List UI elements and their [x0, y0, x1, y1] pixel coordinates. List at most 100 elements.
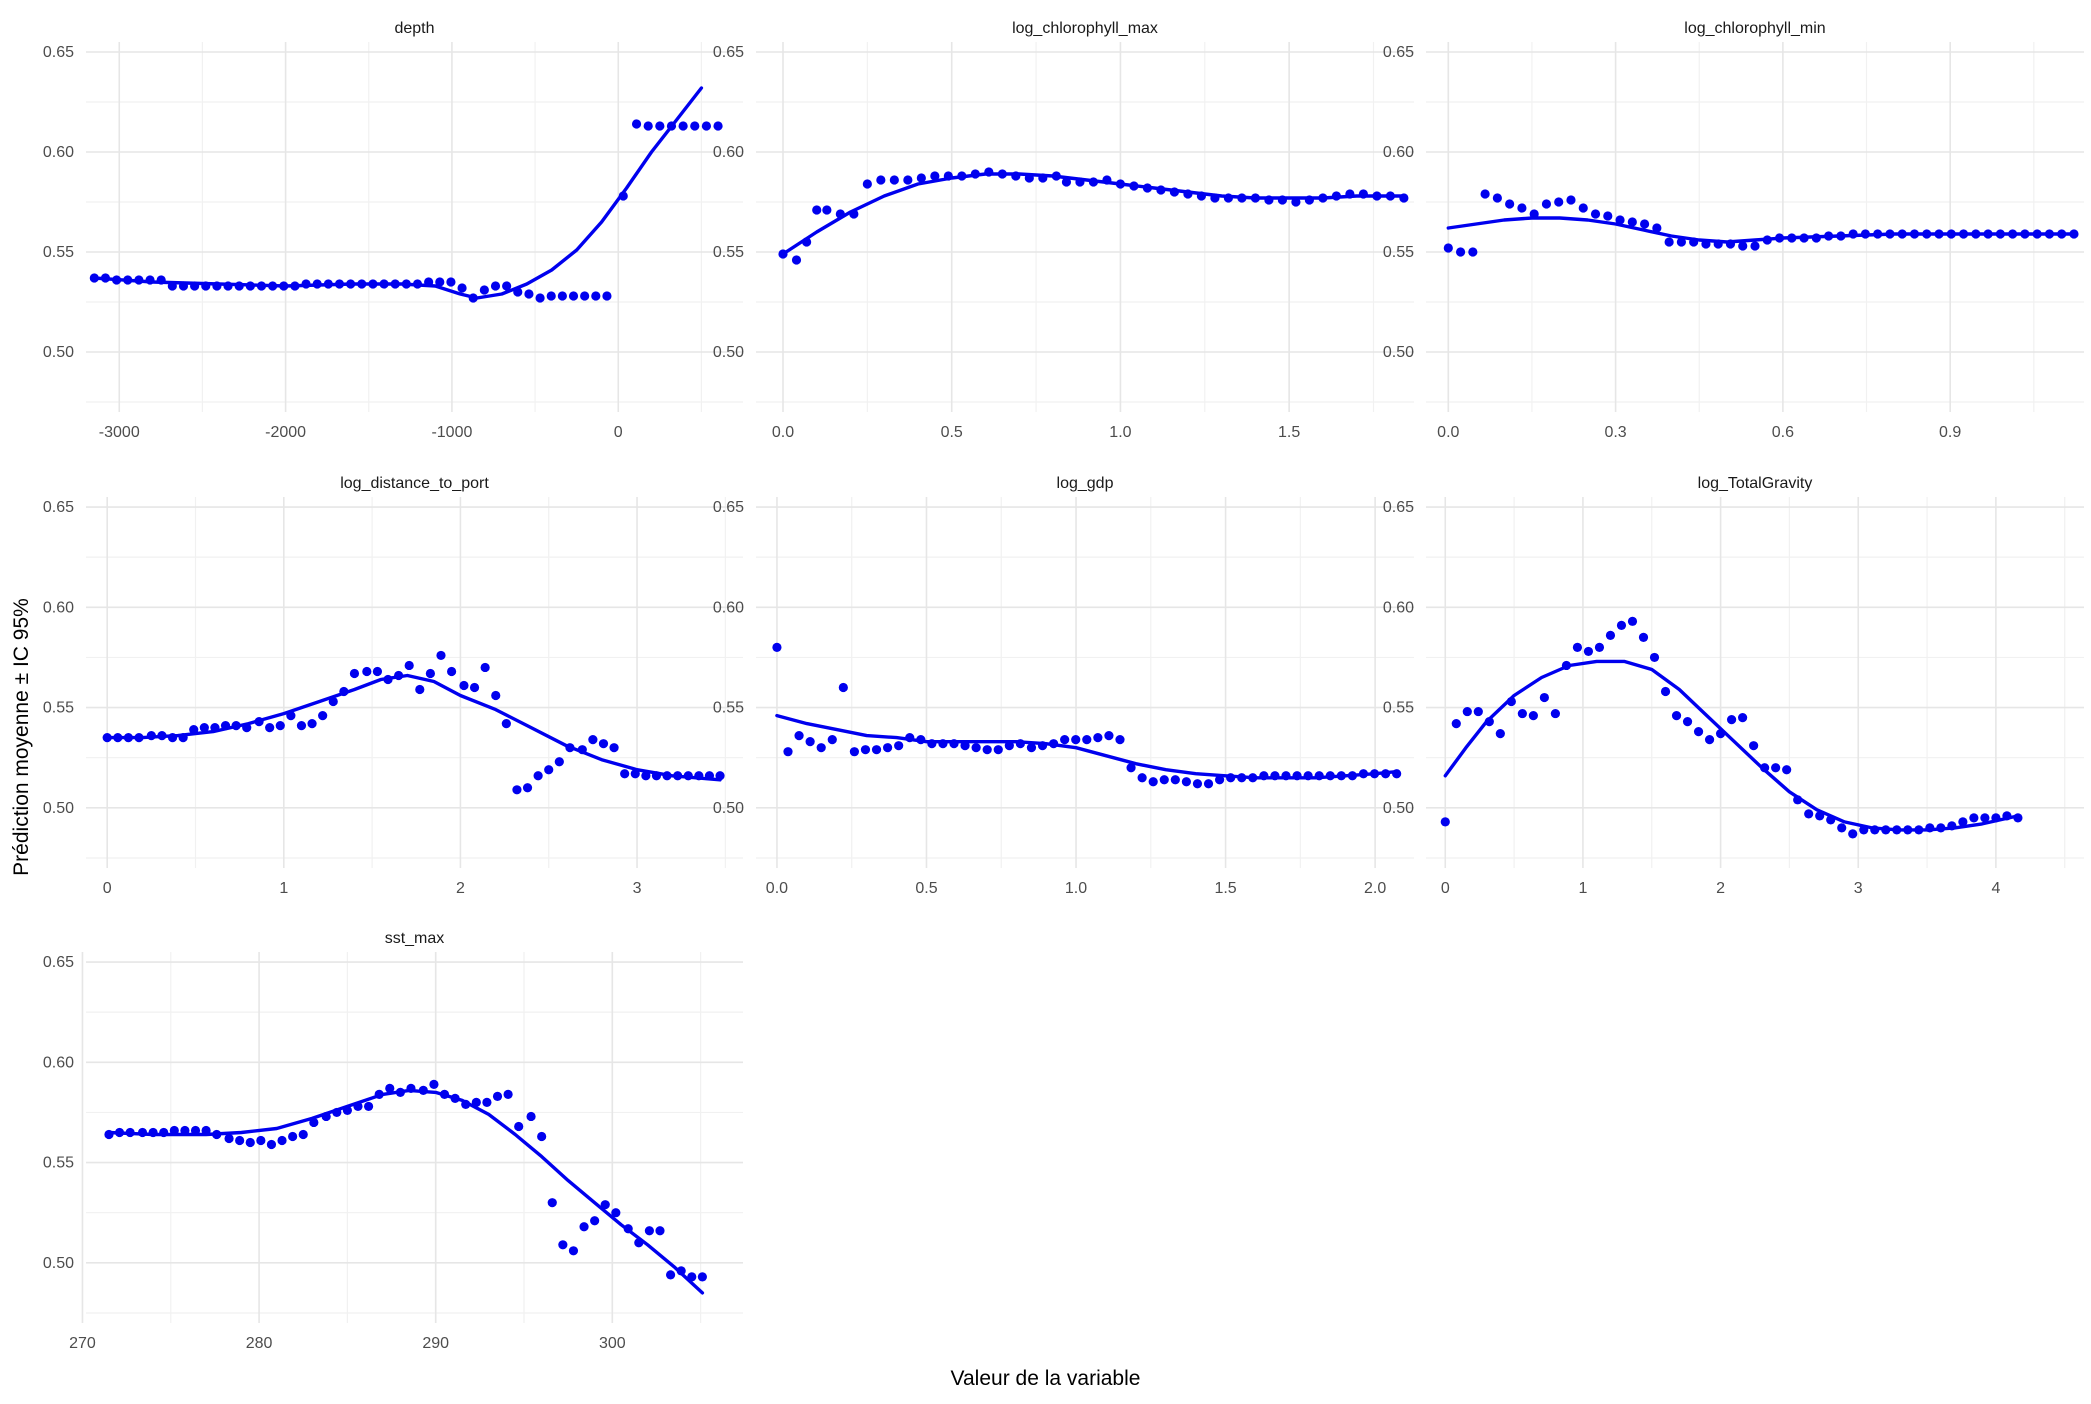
data-point	[930, 171, 940, 181]
data-point	[492, 1091, 503, 1101]
data-point	[1782, 765, 1792, 775]
data-point	[1492, 193, 1502, 203]
data-point	[1517, 708, 1527, 719]
data-point	[1170, 775, 1180, 785]
data-point	[655, 1226, 665, 1236]
x-tick-label: 280	[246, 1335, 273, 1352]
data-point	[1750, 241, 1760, 251]
data-point	[1554, 197, 1564, 207]
data-point	[655, 121, 665, 131]
data-point	[471, 1097, 481, 1108]
data-point	[1676, 237, 1686, 247]
panel-title: log_TotalGravity	[1698, 475, 1813, 492]
data-point	[537, 1131, 547, 1142]
data-point	[1638, 632, 1649, 642]
data-point	[372, 666, 383, 677]
smooth-curve	[107, 1088, 705, 1295]
data-point	[429, 1079, 439, 1089]
data-point	[644, 1226, 654, 1236]
y-tick-label: 0.65	[43, 44, 74, 61]
data-point	[1455, 247, 1466, 257]
data-point	[546, 291, 556, 301]
data-point	[1468, 247, 1478, 257]
x-tick-label: 0.5	[915, 880, 937, 897]
data-point	[265, 723, 275, 733]
y-tick-label: 0.60	[1383, 599, 1414, 616]
data-point	[415, 684, 425, 695]
y-axis-title: Prédiction moyenne ± IC 95%	[10, 598, 33, 876]
data-point	[1505, 199, 1515, 209]
data-point	[1693, 727, 1704, 737]
data-point	[1104, 731, 1114, 741]
data-point	[535, 293, 545, 303]
data-point	[1616, 620, 1627, 630]
data-point	[568, 1246, 579, 1256]
data-point	[772, 642, 782, 653]
data-point	[1958, 817, 1968, 827]
data-point	[1726, 715, 1737, 725]
data-point	[1061, 177, 1072, 187]
data-point	[1126, 763, 1136, 773]
panel-title: log_chlorophyll_max	[1012, 20, 1158, 37]
data-point	[235, 1135, 245, 1146]
data-point	[1203, 779, 1214, 789]
x-tick-label: 0.6	[1772, 424, 1794, 441]
data-point	[1082, 735, 1092, 745]
data-point	[514, 1121, 524, 1132]
data-point	[1473, 706, 1483, 717]
y-tick-label: 0.60	[713, 599, 744, 616]
y-tick-label: 0.50	[713, 344, 744, 361]
data-point	[1660, 686, 1671, 697]
data-point	[363, 1101, 374, 1112]
data-point	[1060, 735, 1070, 745]
data-point	[544, 765, 554, 775]
x-tick-label: -3000	[99, 424, 140, 441]
y-tick-label: 0.50	[43, 800, 74, 817]
x-tick-label: 270	[69, 1335, 96, 1352]
smooth-curve	[92, 86, 704, 300]
data-point	[620, 769, 630, 779]
data-point	[1652, 223, 1662, 233]
data-point	[526, 1111, 536, 1122]
data-point	[1594, 642, 1605, 653]
data-point	[791, 255, 802, 265]
y-tick-label: 0.60	[1383, 144, 1414, 161]
data-point	[822, 205, 832, 215]
data-point	[469, 682, 480, 693]
data-point	[256, 1135, 266, 1146]
data-point	[816, 743, 826, 753]
y-tick-label: 0.50	[1383, 800, 1414, 817]
data-point	[862, 179, 872, 189]
data-point	[288, 1131, 298, 1142]
data-point	[602, 291, 612, 301]
y-tick-label: 0.55	[713, 700, 744, 717]
data-point	[1664, 237, 1674, 247]
y-tick-label: 0.65	[1383, 44, 1414, 61]
data-point	[245, 1137, 255, 1148]
data-point	[838, 682, 848, 693]
x-tick-label: 4	[1991, 880, 2000, 897]
data-point	[1704, 735, 1715, 745]
smooth-curve	[781, 172, 1406, 256]
y-tick-label: 0.65	[43, 954, 74, 971]
data-point	[665, 1270, 676, 1280]
x-tick-label: 2	[1716, 880, 1725, 897]
x-tick-label: 0.9	[1939, 424, 1961, 441]
panel-sst_max: 270 280 290 300 0.50 0.55 0.60 0.65 sst_max	[43, 930, 743, 1352]
data-point	[275, 721, 285, 731]
data-point	[889, 175, 899, 185]
panel-log_chlorophyll_max: 0.0 0.5 1.0 1.5 0.50 0.55 0.60 0.65 log_chloroph…	[713, 20, 1414, 441]
data-point	[1440, 817, 1450, 827]
data-point	[547, 1198, 557, 1208]
panel-title: sst_max	[385, 930, 445, 947]
panel-title: log_distance_to_port	[340, 475, 489, 492]
x-tick-label: 0.3	[1604, 424, 1626, 441]
data-point	[1980, 813, 1990, 823]
data-point	[883, 743, 893, 753]
y-tick-label: 0.55	[1383, 244, 1414, 261]
data-point	[849, 747, 860, 757]
y-tick-label: 0.65	[713, 499, 744, 516]
data-point	[1578, 203, 1588, 213]
smooth-curve	[105, 673, 722, 782]
data-point	[1590, 209, 1601, 219]
